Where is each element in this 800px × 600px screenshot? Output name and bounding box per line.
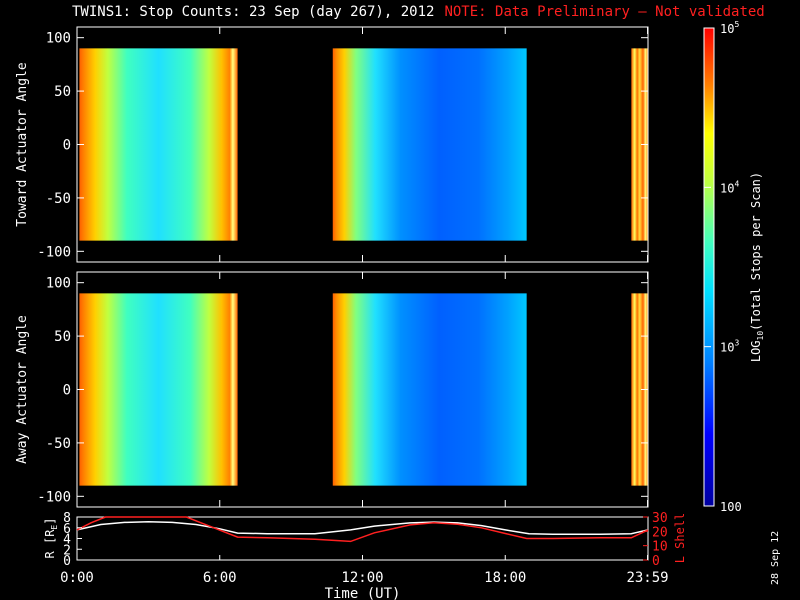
y-tick-label: 0 [63,554,71,569]
radius-line [76,521,649,535]
heatmap-segment [79,293,238,486]
y2-axis-label: L Shell [673,513,687,564]
y-tick-label: -100 [37,244,71,260]
colorbar-tick-exp: 4 [734,179,739,188]
colorbar-tick-label: 100 [720,500,742,514]
colorbar-tick-label: 104 [720,179,739,195]
heatmap-segment [332,293,527,486]
y2-tick-label: 10 [652,540,668,555]
colorbar-label: LOG10(Total Stops per Scan) [749,172,765,362]
y2-tick-label: 0 [652,554,660,569]
x-axis-label: Time (UT) [325,586,401,600]
x-tick-label: 18:00 [484,570,526,586]
x-tick-label: 0:00 [60,570,94,586]
y-tick-label: 100 [46,31,71,47]
title-text: TWINS1: Stop Counts: 23 Sep (day 267), 2… [72,4,435,20]
lshell-line [76,516,649,543]
y-axis-label-left: R [RE] [43,518,59,559]
y-axis-label: Away Actuator Angle [15,315,30,464]
heatmap-segment [79,48,238,241]
y-tick-label: 100 [46,276,71,292]
y2-tick-label: 20 [652,525,668,540]
y-axis-label-sub: E [50,525,59,530]
chart-title: TWINS1: Stop Counts: 23 Sep (day 267), 2… [72,4,765,20]
colorbar-tick-exp: 3 [734,339,739,348]
y-tick-label: 0 [63,138,71,154]
colorbar-gradient [703,27,715,507]
colorbar-label-sub: 10 [756,331,765,341]
y-tick-label: -100 [37,489,71,505]
colorbar-tick-label: 105 [720,20,739,36]
y-tick-label: 4 [63,533,71,548]
heatmap-panel: 100 50 0 -50 -100 Toward Actuator Angle [15,26,649,263]
y-tick-label: 0 [63,383,71,399]
heatmap-segment [631,293,648,486]
y-tick-label: -50 [46,436,71,452]
y-tick-label: 6 [63,522,71,537]
y-axis-label: Toward Actuator Angle [15,62,30,227]
heatmap-segment [631,48,648,241]
y-axis-label-close: ] [43,518,57,525]
preliminary-note: NOTE: Data Preliminary – Not validated [444,4,765,20]
colorbar-tick-label: 103 [720,339,739,355]
y2-tick-label: 30 [652,511,668,526]
heatmap-segment [332,48,527,241]
y-tick-label: 50 [54,84,71,100]
date-stamp: 28 Sep 12 [770,530,781,585]
y-tick-label: -50 [46,191,71,207]
x-tick-label: 12:00 [341,570,383,586]
colorbar-label-rest: (Total Stops per Scan) [749,172,763,331]
y-tick-label: 2 [63,543,71,558]
y-tick-label: 8 [63,511,71,526]
colorbar-tick-exp: 5 [734,20,739,29]
heatmap-panel: 100 50 0 -50 -100 Away Actuator Angle [15,271,649,508]
heatmap-panels: 100 50 0 -50 -100 Toward Actuator Angle 100 50 0… [15,26,649,508]
x-tick-label: 23:59 [626,570,668,586]
x-tick-label: 6:00 [203,570,237,586]
y-tick-label: 50 [54,329,71,345]
